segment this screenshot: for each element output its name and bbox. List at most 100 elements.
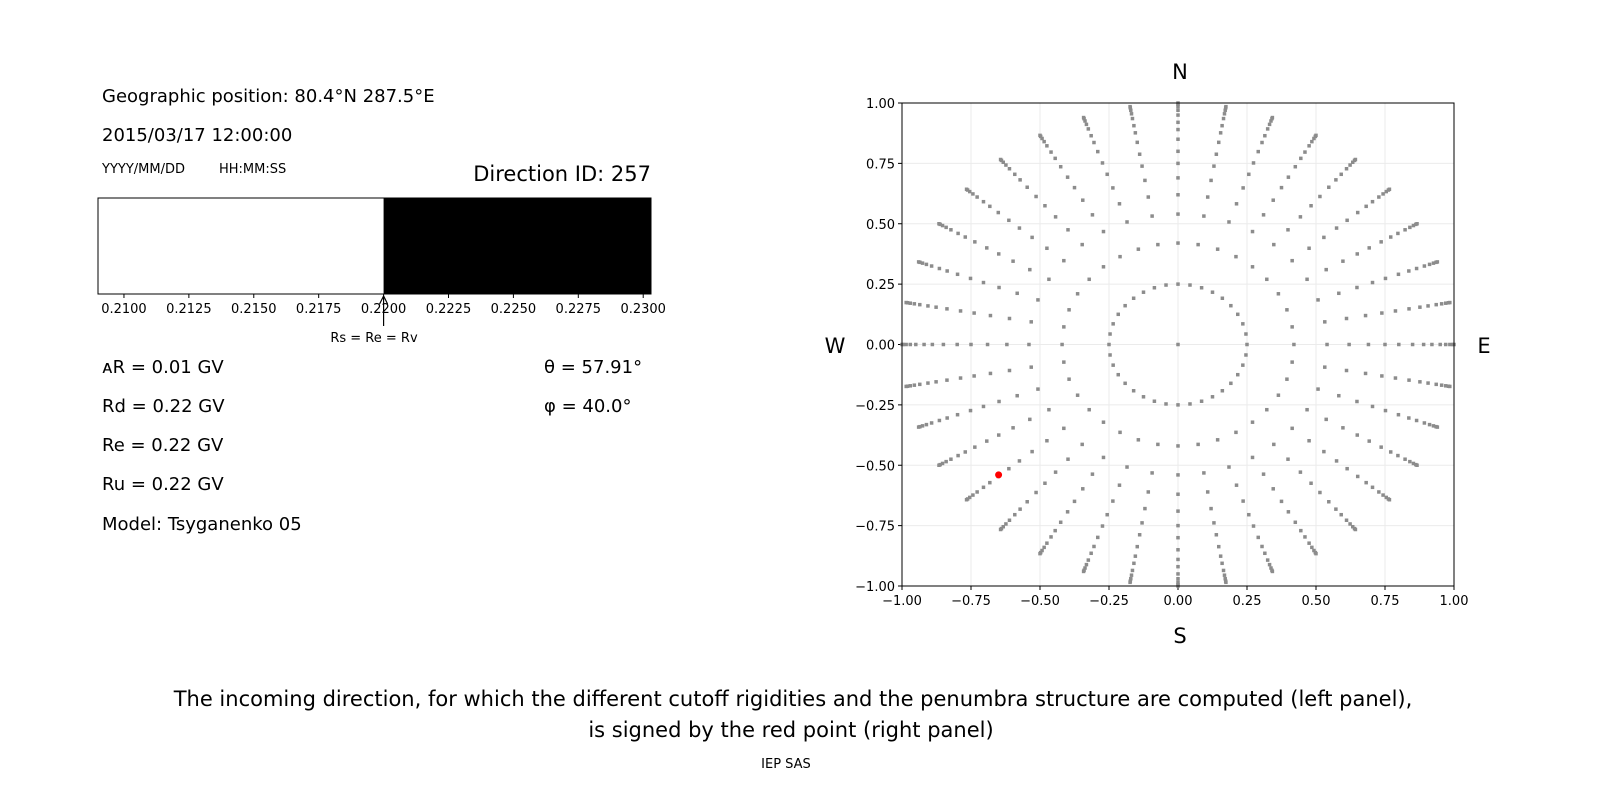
direction-point [1309,481,1313,485]
direction-point [1345,466,1349,471]
direction-point [1303,535,1307,539]
direction-point [1053,528,1057,533]
direction-point [1117,483,1122,487]
direction-point [1307,246,1311,251]
direction-point [1137,152,1142,156]
direction-point [1034,194,1038,199]
direction-point [1140,521,1144,525]
direction-point [1344,518,1349,522]
direction-point [1062,426,1066,431]
time-format-label: HH:MM:SS [219,162,286,177]
direction-point [949,457,953,461]
direction-point [1322,449,1326,454]
theta-value: θ = 57.91° [544,357,642,378]
direction-point [997,285,1001,290]
direction-point [1062,258,1066,263]
direction-point [1140,164,1144,168]
direction-point [968,408,973,413]
direction-point [1007,218,1011,223]
direction-point [940,223,945,228]
x-tick-label: −1.00 [882,594,922,609]
direction-point [964,187,969,192]
direction-point [1086,127,1091,131]
direction-point [1135,544,1140,549]
direction-point [1407,307,1411,311]
direction-point [1334,507,1338,511]
direction-point [1241,363,1245,367]
direction-point [1015,291,1019,296]
phi-value: φ = 40.0° [544,396,631,417]
direction-point [1176,149,1180,154]
direction-point [1411,223,1416,228]
direction-point [1370,280,1375,285]
direction-point [1220,388,1225,393]
direction-point [929,264,934,268]
direction-point [944,225,948,230]
direction-point [1146,490,1151,494]
direction-point [968,276,973,281]
direction-point [1004,522,1008,526]
direction-point [908,384,913,388]
direction-point [973,240,977,244]
direction-point [1129,573,1134,577]
direction-point [1245,342,1249,347]
direction-point [1430,342,1434,347]
direction-point [1415,463,1419,467]
direction-point [1227,220,1231,224]
direction-point [1062,325,1066,329]
direction-point [1251,524,1256,528]
direction-point [1030,235,1034,240]
direction-point [1038,133,1042,138]
direction-point [1132,561,1136,566]
direction-point [1348,163,1352,167]
direction-point [1176,572,1180,576]
direction-point [1100,161,1105,165]
direction-point [956,231,960,236]
y-tick-label: −0.50 [855,459,895,474]
direction-point [1152,399,1157,403]
direction-point [1067,308,1071,312]
direction-point [1421,342,1426,347]
direction-point [924,422,929,427]
direction-point [1017,459,1022,463]
direction-point [1176,473,1180,477]
direction-point [1141,395,1146,399]
direction-point [904,384,908,389]
direction-point [1001,524,1006,529]
x-tick-label: 0.25 [1233,594,1262,609]
direction-point [1265,127,1270,131]
direction-point [1047,407,1051,412]
direction-point [1087,277,1091,282]
direction-point [1199,399,1204,403]
re-value: Re = 0.22 GV [102,435,224,456]
direction-point [1130,116,1135,121]
direction-point [1435,425,1440,429]
arrow-head [379,294,389,305]
direction-point [1060,342,1064,347]
direction-point [1370,199,1375,204]
x-tick-label: −0.25 [1089,594,1129,609]
direction-point [1339,172,1343,177]
direction-point [1290,426,1294,431]
y-tick-label: 0.25 [866,278,895,293]
direction-point [1407,269,1411,273]
direction-point [1049,150,1053,154]
direction-point [1290,360,1294,364]
direction-point [1038,551,1042,556]
direction-point [945,416,949,420]
direction-point [1265,407,1269,412]
direction-point [1271,198,1275,202]
direction-point [1272,242,1276,247]
direction-point [1081,115,1086,120]
direction-point [1241,322,1245,326]
direction-point [1443,301,1448,305]
direction-point [904,300,908,305]
direction-point [955,272,960,277]
direction-point [1081,198,1085,202]
direction-point [1403,457,1407,461]
direction-point [1293,520,1298,525]
direction-point [1047,277,1051,282]
direction-point [1448,300,1452,305]
direction-point [1045,541,1049,545]
direction-point [1118,430,1122,435]
